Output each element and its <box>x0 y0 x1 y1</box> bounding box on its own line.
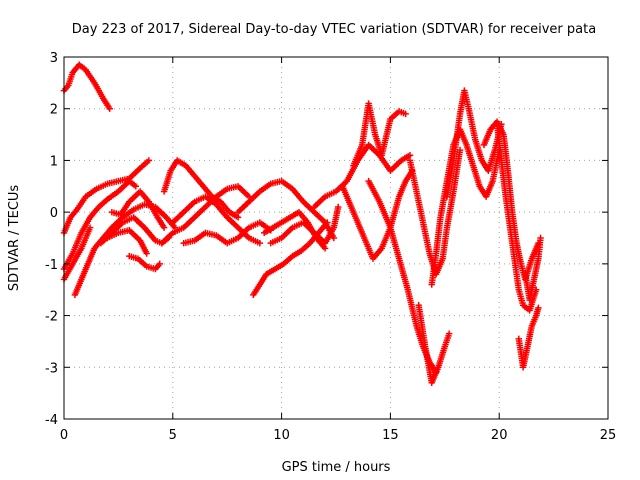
data-point <box>106 105 113 112</box>
y-tick-label: 0 <box>50 206 58 221</box>
data-point <box>132 183 140 190</box>
x-tick-label: 5 <box>169 428 177 443</box>
data-point <box>145 157 153 164</box>
series-arc-11 <box>158 183 253 247</box>
x-tick-label: 10 <box>273 428 290 443</box>
y-tick-label: -4 <box>45 413 58 428</box>
data-point <box>86 224 94 231</box>
x-tick-label: 25 <box>600 428 617 443</box>
series-arc-8 <box>104 227 150 257</box>
y-axis-label: SDTVAR / TECUs <box>7 185 22 292</box>
series-arc-22 <box>406 146 464 278</box>
x-tick-label: 20 <box>491 428 508 443</box>
series-arc-26 <box>480 118 542 283</box>
series-arc-5 <box>71 201 179 299</box>
series-arc-2 <box>60 157 153 237</box>
data-marks <box>60 61 544 386</box>
axis-ticks: 0 5 10 15 20 25 -4 -3 -2 -1 0 1 2 3 <box>45 51 616 443</box>
series-arc-20 <box>350 100 409 169</box>
series-arc-3 <box>60 177 140 273</box>
y-tick-label: -2 <box>45 310 58 325</box>
data-point <box>402 110 409 118</box>
series-arc-15 <box>250 219 331 299</box>
data-point <box>143 250 150 257</box>
x-tick-label: 0 <box>60 428 68 443</box>
data-point <box>537 234 544 242</box>
y-tick-label: 1 <box>50 154 58 169</box>
data-point <box>160 224 168 231</box>
series-arc-19 <box>339 167 416 262</box>
series-arc-9 <box>126 252 163 273</box>
data-point <box>330 234 338 242</box>
series-arc-1 <box>60 61 113 112</box>
series-arc-13 <box>180 219 274 247</box>
series-arc-17 <box>267 203 342 247</box>
series-arc-10 <box>160 157 242 221</box>
y-tick-label: -1 <box>45 258 58 273</box>
data-point <box>256 239 264 247</box>
data-point <box>324 219 331 226</box>
chart-title: Day 223 of 2017, Sidereal Day-to-day VTE… <box>72 22 596 37</box>
series-arc-29 <box>522 234 544 304</box>
x-axis-label: GPS time / hours <box>282 460 391 475</box>
data-point <box>535 304 542 312</box>
data-point <box>445 330 453 337</box>
series-arc-27 <box>493 121 540 314</box>
y-tick-label: 3 <box>50 51 58 66</box>
series-arc-7 <box>108 188 168 231</box>
series-arc-23 <box>415 302 453 386</box>
data-point <box>156 260 163 268</box>
x-tick-label: 15 <box>382 428 399 443</box>
series-arc-25 <box>443 87 505 200</box>
y-tick-label: -3 <box>45 361 58 376</box>
y-tick-label: 2 <box>50 103 58 118</box>
data-point <box>334 203 342 211</box>
plot-frame <box>63 56 609 420</box>
series-arc-28 <box>515 304 542 371</box>
